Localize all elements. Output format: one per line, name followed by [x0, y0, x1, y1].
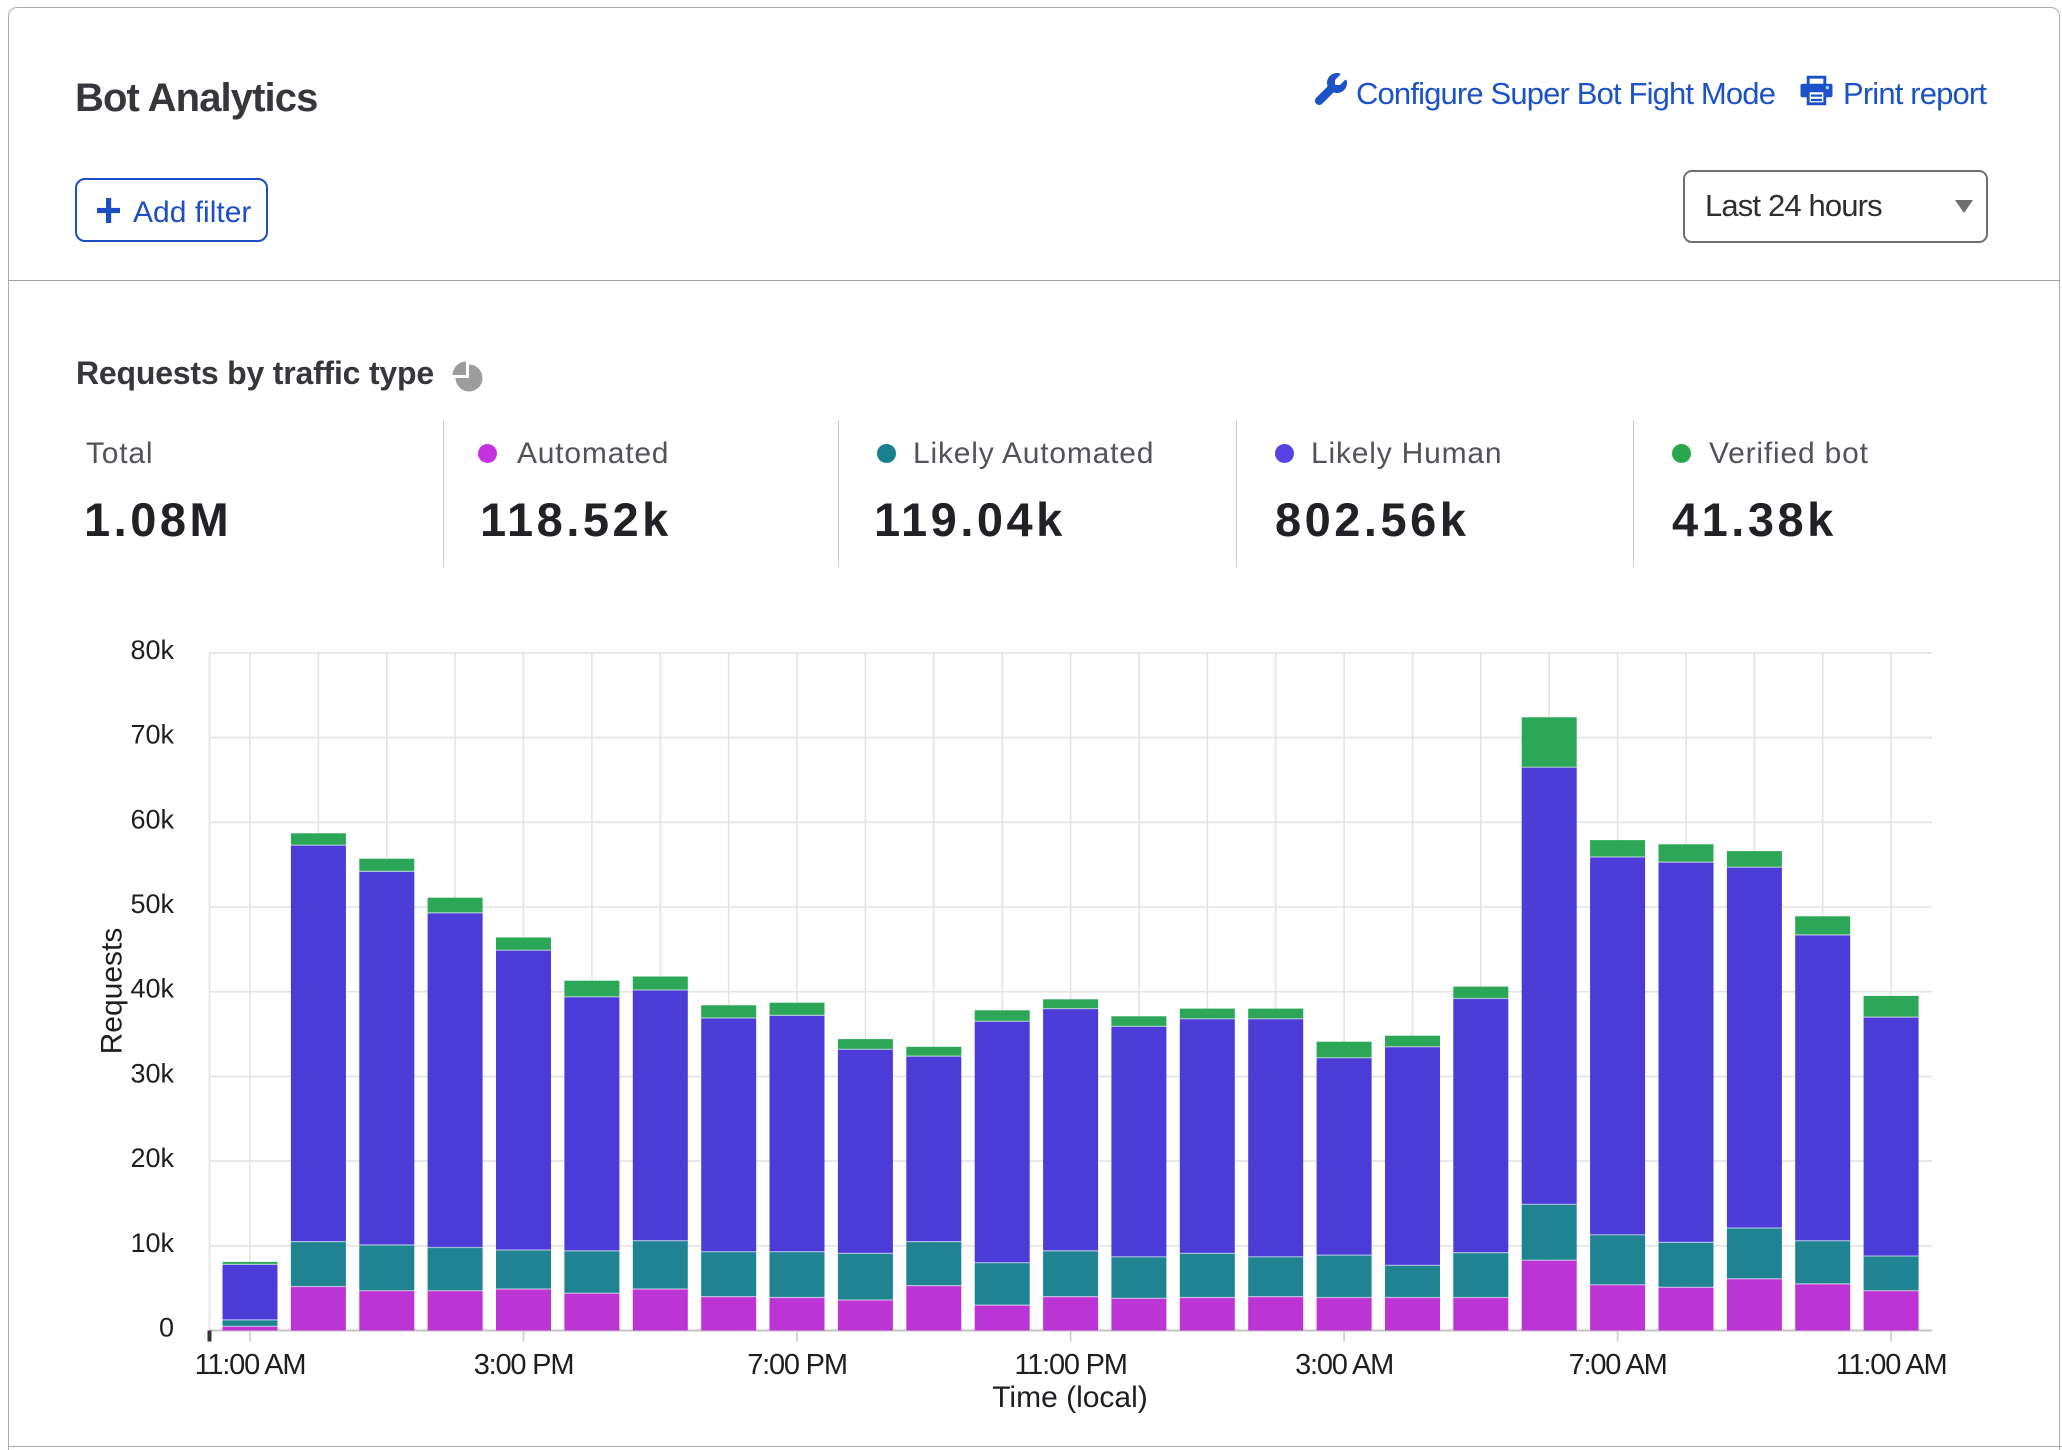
svg-text:10k: 10k [130, 1228, 174, 1258]
svg-text:20k: 20k [130, 1143, 174, 1173]
svg-text:7:00 PM: 7:00 PM [747, 1349, 847, 1381]
svg-text:0: 0 [159, 1313, 174, 1343]
svg-text:7:00 AM: 7:00 AM [1569, 1349, 1667, 1381]
svg-text:30k: 30k [130, 1058, 174, 1088]
svg-text:11:00 AM: 11:00 AM [1836, 1349, 1947, 1381]
svg-text:11:00 AM: 11:00 AM [195, 1349, 306, 1381]
svg-text:50k: 50k [130, 889, 174, 919]
svg-text:80k: 80k [130, 635, 174, 665]
svg-text:60k: 60k [130, 804, 174, 834]
svg-text:Time (local): Time (local) [992, 1381, 1148, 1414]
svg-text:70k: 70k [130, 720, 174, 750]
svg-text:3:00 AM: 3:00 AM [1295, 1349, 1393, 1381]
svg-text:3:00 PM: 3:00 PM [474, 1349, 574, 1381]
svg-text:11:00 PM: 11:00 PM [1014, 1349, 1126, 1381]
svg-text:40k: 40k [130, 974, 174, 1004]
svg-text:Requests: Requests [96, 928, 129, 1055]
